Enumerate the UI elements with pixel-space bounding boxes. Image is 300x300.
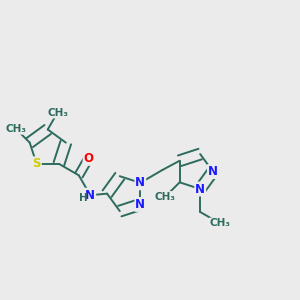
- Text: N: N: [135, 176, 145, 189]
- Text: CH₃: CH₃: [47, 108, 68, 118]
- Text: CH₃: CH₃: [5, 124, 26, 134]
- Text: N: N: [85, 189, 95, 202]
- Text: N: N: [135, 198, 145, 211]
- Text: N: N: [195, 182, 205, 196]
- Text: CH₃: CH₃: [154, 192, 176, 202]
- Text: N: N: [208, 165, 218, 178]
- Text: H: H: [79, 193, 88, 202]
- Text: O: O: [83, 152, 94, 165]
- Text: CH₃: CH₃: [210, 218, 231, 228]
- Text: S: S: [32, 157, 41, 170]
